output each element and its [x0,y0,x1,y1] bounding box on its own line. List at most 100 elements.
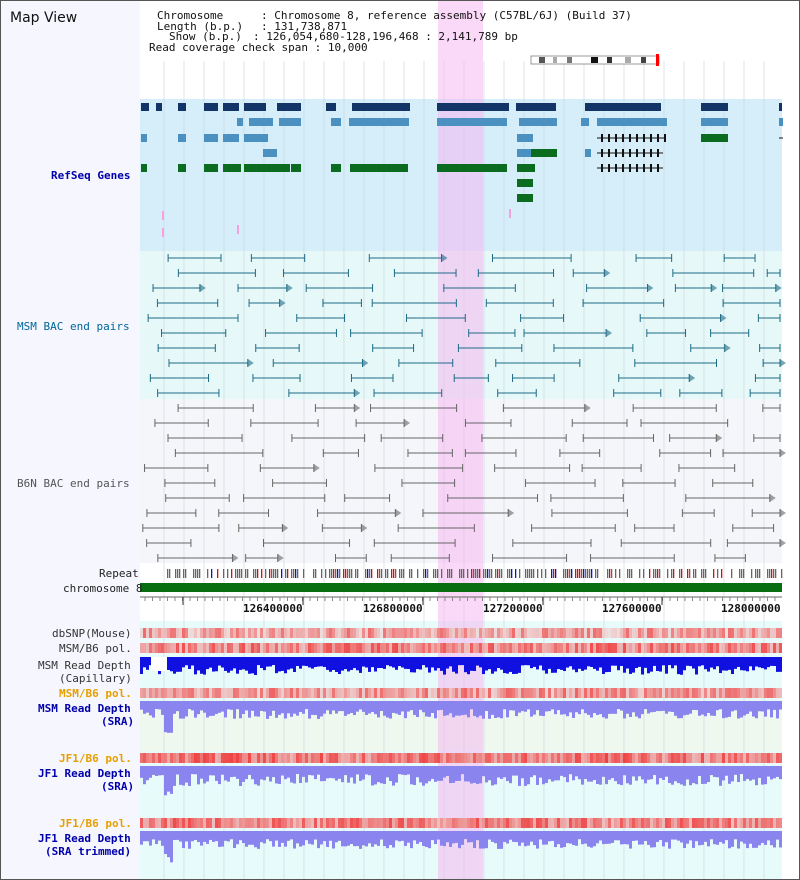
msm-read-depth-label-1: MSM Read Depth [38,659,131,672]
msm-b6-pol-heat-cell [536,643,539,653]
jf1-sra-depth-bar [410,766,413,785]
msm-capillary-depth-bar [398,657,401,667]
msm-sra-depth-bar [227,701,230,710]
msm-capillary-depth-bar [185,657,188,666]
dbsnp-heat-cell [317,628,320,638]
msm-capillary-depth-bar [473,657,476,672]
jf1-pol-heat-cell [413,753,416,763]
msm-b6-pol-heat-cell [494,643,497,653]
msm-capillary-depth-bar [776,657,779,672]
msm-b6-pol-heat-cell [167,643,170,653]
msm-sra-pol-heat-cell [194,688,197,698]
dbsnp-heat-cell [749,628,752,638]
dbsnp-heat-cell [482,628,485,638]
jf1-sra-depth-bar [287,766,290,778]
msm-capillary-depth-bar [302,657,305,666]
jf1-trimmed-pol-heat-cell [398,818,401,828]
jf1-pol-heat-cell [692,753,695,763]
b6n-bac-pair-arrow [508,509,515,517]
msm-capillary-depth-bar [695,657,698,675]
jf1-sra-depth-bar [434,766,437,782]
jf1-pol-heat-cell [761,753,764,763]
msm-sra-depth-bar [314,701,317,716]
msm-sra-pol-heat-cell [602,688,605,698]
repeat-mark [701,569,703,578]
dbsnp-heat-cell [674,628,677,638]
jf1-trimmed-depth-bar [458,831,461,849]
msm-b6-pol-heat-cell [728,643,731,653]
repeat-mark [255,569,257,578]
msm-sra-depth-bar [596,701,599,716]
repeat-mark [653,569,655,578]
msm-b6-pol-heat-cell [761,643,764,653]
dbsnp-heat-cell [161,628,164,638]
dbsnp-heat-cell [242,628,245,638]
msm-capillary-depth-bar [617,657,620,671]
msm-capillary-depth-bar [713,657,716,670]
jf1-trimmed-depth-bar [455,831,458,843]
msm-capillary-depth-bar [656,657,659,672]
jf1-trimmed-pol-heat-cell [314,818,317,828]
msm-bac-pair-arrow [199,284,206,292]
jf1-trimmed-depth-bar [662,831,665,847]
jf1-pol-heat-cell [275,753,278,763]
jf1-trimmed-depth-bar [380,831,383,840]
msm-sra-pol-heat-cell [224,688,227,698]
jf1-pol-heat-cell [443,753,446,763]
jf1-sra-depth-bar [392,766,395,786]
jf1-sra-depth-bar [470,766,473,784]
msm-sra-depth-bar [734,701,737,711]
jf1-trimmed-depth-bar [341,831,344,847]
jf1-trimmed-pol-heat-cell [440,818,443,828]
msm-capillary-depth-bar [509,657,512,672]
msm-b6-pol-heat-cell [269,643,272,653]
msm-b6-pol-heat-cell [449,643,452,653]
repeat-mark [515,569,517,578]
jf1-trimmed-pol-heat-cell [761,818,764,828]
dbsnp-heat-cell [731,628,734,638]
msm-sra-depth-bar [617,701,620,710]
msm-b6-pol-heat-cell [572,643,575,653]
jf1-trimmed-depth-bar [200,831,203,846]
jf1-pol-heat-cell [641,753,644,763]
jf1-sra-depth-bar [350,766,353,778]
jf1-sra-depth-bar [446,766,449,776]
jf1-sra-depth-bar [533,766,536,776]
dbsnp-heat-cell [365,628,368,638]
msm-sra-depth-bar [542,701,545,717]
repeat-mark [277,569,279,578]
jf1-sra-depth-bar [164,766,167,796]
jf1-trimmed-depth-bar [152,831,155,840]
jf1-pol-heat-cell [452,753,455,763]
jf1-trimmed-pol-heat-cell [551,818,554,828]
msm-b6-pol-heat-cell [566,643,569,653]
msm-sra-depth-bar [371,701,374,712]
msm-capillary-depth-bar [314,657,317,668]
msm-capillary-depth-bar [209,657,212,668]
msm-b6-pol-heat-cell [452,643,455,653]
jf1-pol-heat-cell [152,753,155,763]
repeat-mark [781,569,783,578]
msm-sra-depth-bar [311,701,314,715]
dbsnp-heat-cell [344,628,347,638]
msm-sra-pol-heat-cell [716,688,719,698]
msm-capillary-depth-bar [641,657,644,675]
jf1-pol-heat-cell [254,753,257,763]
msm-b6-pol-heat-cell [242,643,245,653]
msm-capillary-depth-bar [728,657,731,670]
msm-sra-pol-heat-cell [605,688,608,698]
gene-exon-block [279,118,301,126]
jf1-pol-heat-cell [251,753,254,763]
jf1-pol-heat-cell [515,753,518,763]
dbsnp-heat-cell [353,628,356,638]
gene-exon-block [326,103,336,111]
msm-capillary-depth-bar [470,657,473,671]
jf1-pol-heat-cell [197,753,200,763]
jf1-trimmed-pol-heat-cell [239,818,242,828]
msm-sra-depth-bar [605,701,608,719]
jf1-sra-depth-bar [680,766,683,785]
jf1-trimmed-depth-bar [479,831,482,849]
jf1-trimmed-pol-heat-cell [257,818,260,828]
repeat-label: Repeat [99,567,139,580]
